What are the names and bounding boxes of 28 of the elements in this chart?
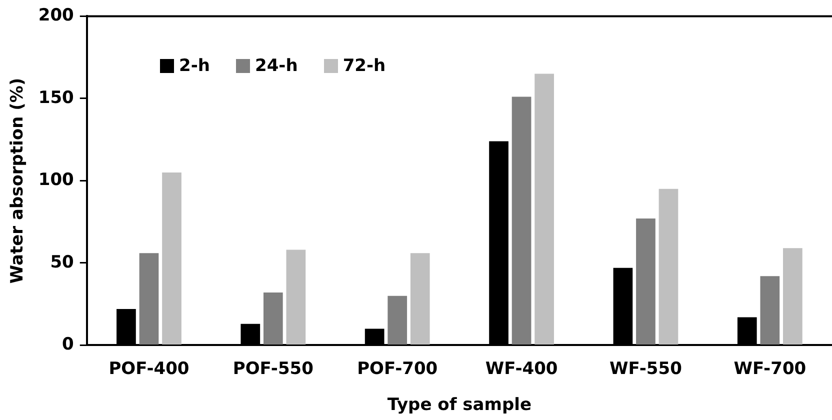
- x-tick-label: POF-400: [108, 358, 190, 379]
- bar: [410, 253, 430, 344]
- bar: [388, 296, 408, 344]
- legend-label: 24-h: [255, 56, 298, 76]
- x-tick-label: POF-550: [232, 358, 314, 379]
- legend-label: 2-h: [179, 56, 210, 76]
- bar: [658, 188, 678, 344]
- bar: [139, 253, 159, 344]
- x-tick-label: WF-400: [485, 358, 558, 379]
- y-tick-label: 200: [38, 6, 74, 26]
- y-tick-label: 100: [38, 170, 74, 190]
- x-axis-title: Type of sample: [387, 395, 532, 416]
- y-axis-title: Water absorption (%): [8, 78, 28, 284]
- bar: [286, 250, 306, 344]
- x-tick-label: WF-700: [734, 358, 806, 379]
- x-tick-label: POF-700: [357, 358, 438, 379]
- bar: [512, 96, 532, 344]
- bar: [760, 276, 780, 344]
- x-tick-label: WF-550: [610, 358, 682, 379]
- y-tick-label: 0: [62, 334, 74, 355]
- legend-label: 72-h: [342, 56, 386, 76]
- bar: [162, 172, 182, 344]
- y-tick-label: 150: [38, 88, 74, 108]
- bar: [534, 74, 554, 344]
- bar: [636, 218, 656, 344]
- bar: [783, 248, 802, 344]
- y-tick-label: 50: [50, 252, 74, 272]
- bar: [263, 292, 283, 344]
